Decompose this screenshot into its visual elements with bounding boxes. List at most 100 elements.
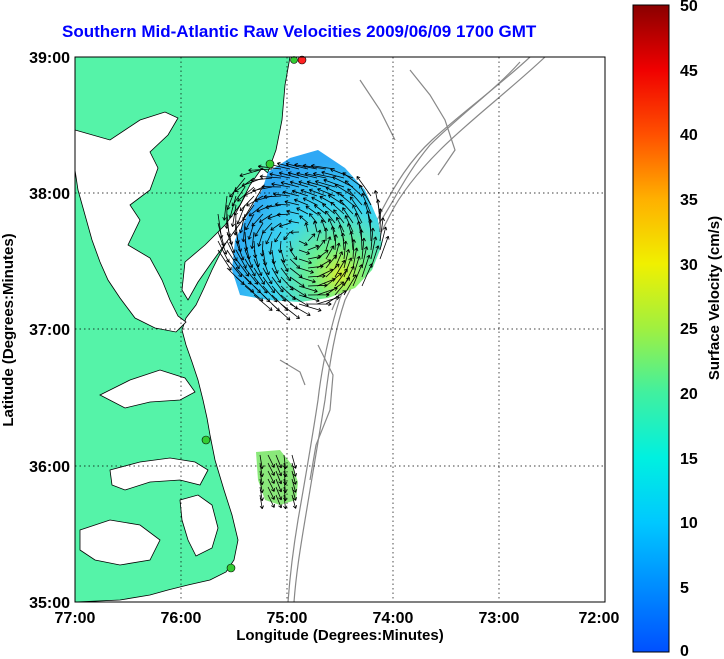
velocity-arrow — [244, 249, 254, 268]
velocity-arrow — [257, 231, 264, 247]
velocity-arrow — [305, 205, 318, 215]
velocity-arrow — [352, 247, 359, 269]
velocity-arrow — [289, 240, 294, 252]
velocity-arrow — [261, 184, 282, 189]
velocity-arrow — [325, 272, 342, 287]
velocity-arrow — [271, 276, 284, 293]
colorbar-tick-label: 0 — [680, 643, 689, 659]
velocity-arrow — [290, 230, 300, 235]
velocity-arrow — [352, 255, 361, 278]
velocity-vectors — [217, 161, 390, 510]
velocity-arrow — [247, 222, 255, 240]
station-marker — [290, 56, 298, 64]
velocity-arrow — [299, 215, 309, 224]
velocity-arrow — [334, 277, 351, 296]
velocity-arrow — [288, 219, 300, 224]
velocity-arrow — [291, 486, 298, 501]
velocity-arrow — [267, 494, 275, 508]
velocity-arrow — [370, 236, 378, 260]
velocity-arrow — [351, 239, 357, 260]
velocity-arrow — [236, 204, 246, 225]
velocity-arrow — [245, 213, 255, 231]
velocity-arrow — [267, 486, 275, 500]
velocity-arrow — [275, 478, 283, 493]
velocity-arrow — [325, 210, 336, 224]
velocity-arrow — [325, 186, 345, 197]
velocity-arrow — [314, 179, 336, 188]
velocity-arrow — [334, 184, 354, 197]
colorbar-tick-label: 30 — [680, 257, 698, 274]
velocity-arrow — [291, 470, 298, 485]
velocity-arrow — [302, 197, 318, 206]
velocity-arrow — [298, 249, 310, 255]
velocity-arrow — [226, 249, 240, 270]
velocity-arrow — [230, 204, 237, 227]
velocity-arrow — [267, 470, 275, 484]
velocity-arrow — [307, 233, 316, 242]
velocity-arrow — [310, 163, 336, 170]
velocity-arrow — [280, 303, 300, 320]
velocity-arrow — [289, 303, 311, 317]
velocity-arrow — [283, 494, 288, 510]
velocity-arrow — [309, 213, 318, 224]
velocity-arrow — [330, 168, 354, 179]
velocity-arrow — [250, 177, 273, 183]
velocity-arrow — [347, 188, 363, 206]
velocity-arrow — [325, 281, 345, 296]
velocity-arrow — [276, 212, 291, 217]
velocity-arrow — [259, 213, 273, 223]
velocity-arrow — [316, 229, 322, 242]
velocity-arrow — [274, 202, 291, 207]
velocity-arrow — [294, 162, 318, 170]
velocity-arrow — [248, 204, 264, 217]
velocity-arrow — [325, 245, 335, 260]
velocity-arrow — [325, 290, 347, 305]
velocity-arrow — [379, 217, 385, 242]
colorbar-label: Surface Velocity (cm/s) — [706, 216, 723, 380]
velocity-arrow — [270, 222, 282, 231]
velocity-arrow — [283, 231, 291, 241]
velocity-arrow — [359, 184, 372, 206]
y-axis: 39:00 38:00 37:00 36:00 35:00 — [29, 50, 70, 612]
velocity-arrow — [289, 180, 309, 188]
velocity-arrow — [235, 258, 250, 277]
velocity-arrow — [334, 251, 344, 269]
velocity-arrow — [325, 263, 340, 278]
colorbar-tick-label: 25 — [680, 321, 698, 338]
velocity-arrow — [269, 172, 291, 179]
velocity-arrow — [235, 240, 245, 261]
velocity-arrow — [248, 168, 273, 173]
y-tick-label: 39:00 — [29, 50, 70, 67]
velocity-arrow — [316, 259, 332, 269]
velocity-arrow — [306, 180, 327, 188]
velocity-arrow — [349, 231, 354, 251]
velocity-arrow — [322, 203, 336, 215]
velocity-arrow — [238, 213, 246, 234]
velocity-arrow — [330, 201, 345, 215]
velocity-arrow — [298, 303, 322, 312]
velocity-arrow — [342, 172, 363, 188]
velocity-field-south — [256, 450, 298, 505]
station-marker — [265, 159, 275, 169]
velocity-arrow — [330, 226, 336, 242]
velocity-arrow — [323, 178, 345, 188]
velocity-arrow — [259, 174, 282, 179]
velocity-arrow — [298, 276, 316, 284]
velocity-arrow — [275, 470, 283, 485]
x-tick-label: 72:00 — [579, 610, 620, 627]
velocity-arrow — [253, 294, 273, 311]
velocity-arrow — [361, 254, 371, 278]
velocity-arrow — [273, 192, 291, 197]
velocity-arrow — [291, 494, 298, 509]
colorbar-tick-label: 10 — [680, 515, 698, 532]
x-axis: 77:00 76:00 75:00 74:00 73:00 72:00 — [55, 610, 620, 627]
velocity-arrow — [254, 222, 264, 237]
velocity-arrow — [336, 191, 354, 206]
x-axis-label: Longitude (Degrees:Minutes) — [236, 627, 444, 644]
x-tick-label: 77:00 — [55, 610, 96, 627]
velocity-arrow — [217, 249, 232, 271]
velocity-arrow — [265, 204, 282, 210]
velocity-arrow — [298, 285, 318, 293]
velocity-arrow — [343, 249, 351, 269]
station-marker — [297, 55, 307, 65]
